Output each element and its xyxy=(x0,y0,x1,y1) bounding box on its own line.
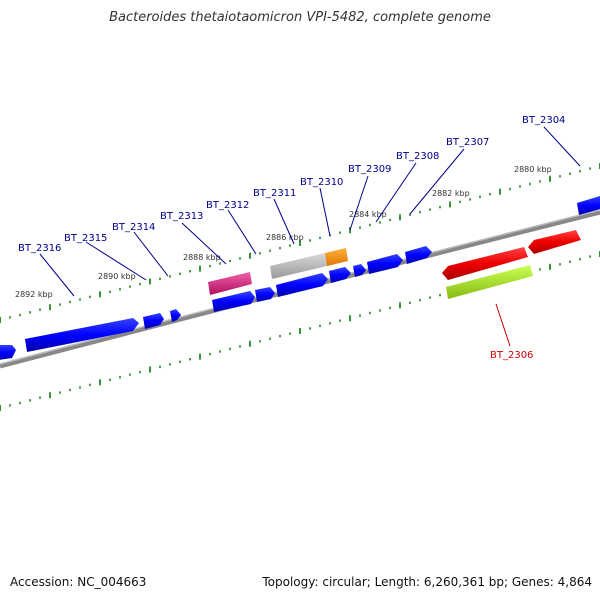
gene-label[interactable]: BT_2309 xyxy=(348,164,391,175)
gene-label[interactable]: BT_2316 xyxy=(18,243,61,254)
callout-lines xyxy=(39,126,581,347)
gene-arrow-red[interactable] xyxy=(528,230,581,254)
gene-label[interactable]: BT_2307 xyxy=(446,137,489,148)
gene-pink[interactable] xyxy=(208,272,252,295)
gene-label[interactable]: BT_2312 xyxy=(206,200,249,211)
reverse-strand-genes xyxy=(442,230,581,299)
gene-arrow[interactable] xyxy=(0,345,16,360)
gene-arrow-BT_2313[interactable] xyxy=(212,291,255,312)
gene-lime-BT_2306[interactable] xyxy=(446,265,533,299)
genome-summary-text: Topology: circular; Length: 6,260,361 bp… xyxy=(262,575,592,589)
genome-title: Bacteroides thetaiotaomicron VPI-5482, c… xyxy=(109,10,491,25)
kbp-label: 2890 kbp xyxy=(98,272,136,281)
gene-label[interactable]: BT_2311 xyxy=(253,188,296,199)
gene-arrow-BT_2304[interactable] xyxy=(577,196,600,215)
gene-gray[interactable] xyxy=(270,253,327,279)
gene-arrow-BT_2312[interactable] xyxy=(255,287,275,302)
kbp-scale-labels: 2892 kbp 2890 kbp 2888 kbp 2886 kbp 2884… xyxy=(15,165,552,299)
gene-arrow-BT_2310[interactable] xyxy=(329,267,351,283)
gene-arrow-BT_2316[interactable] xyxy=(25,318,139,352)
gene-arrow-BT_2308[interactable] xyxy=(367,254,403,274)
gene-label[interactable]: BT_2313 xyxy=(160,211,203,222)
kbp-label: 2892 kbp xyxy=(15,290,53,299)
kbp-label: 2884 kbp xyxy=(349,210,387,219)
scale-ticks xyxy=(0,163,600,411)
gene-label[interactable]: BT_2304 xyxy=(522,115,565,126)
gene-arrow-BT_2309[interactable] xyxy=(353,264,366,277)
gene-arrow-BT_2315[interactable] xyxy=(143,313,164,329)
kbp-label: 2882 kbp xyxy=(432,189,470,198)
gene-label[interactable]: BT_2308 xyxy=(396,151,439,162)
forward-strand-genes xyxy=(0,196,600,360)
kbp-label: 2888 kbp xyxy=(183,253,221,262)
gene-label[interactable]: BT_2315 xyxy=(64,233,107,244)
gene-label[interactable]: BT_2314 xyxy=(112,222,155,233)
gene-label[interactable]: BT_2310 xyxy=(300,177,343,188)
kbp-label: 2880 kbp xyxy=(514,165,552,174)
gene-arrow-BT_2314[interactable] xyxy=(170,309,181,322)
gene-orange[interactable] xyxy=(325,248,348,266)
gene-label[interactable]: BT_2306 xyxy=(490,350,533,361)
gene-arrow-BT_2307[interactable] xyxy=(405,246,432,264)
feature-genes xyxy=(208,248,348,295)
gene-arrow-red[interactable] xyxy=(442,247,528,280)
kbp-label: 2886 kbp xyxy=(266,233,304,242)
gene-labels: BT_2316 BT_2315 BT_2314 BT_2313 BT_2312 … xyxy=(18,115,565,361)
gene-arrow-BT_2311[interactable] xyxy=(276,273,328,297)
accession-text: Accession: NC_004663 xyxy=(10,575,147,589)
